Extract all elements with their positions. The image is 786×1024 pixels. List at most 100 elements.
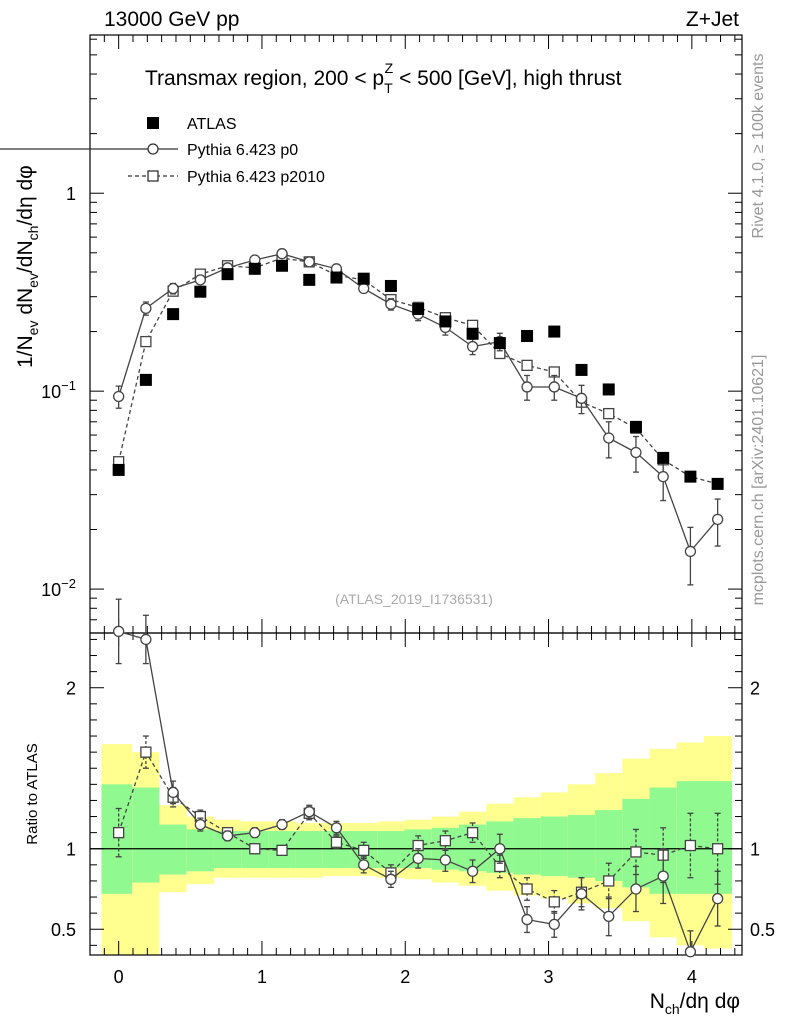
legend-p0-label: Pythia 6.423 p0 [187,142,298,159]
main-p0-point [466,340,479,353]
legend-p2010-marker [147,170,159,182]
ratio-p0-point [439,854,452,866]
collision-energy-label: 13000 GeV pp [104,8,239,31]
ratio-y-tick-label: 0.5 [51,920,76,940]
x-tick-label: 2 [400,967,410,987]
ratio-p0-point [657,870,669,882]
ratio-p2010-point [521,883,533,895]
x-tick-label: 4 [687,967,697,987]
main-p2010-point [140,335,152,348]
plot-title-text: Transmax region, 200 < p [145,67,384,90]
main-p0-point [521,381,533,393]
main-y-axis-title-sub2: ev [25,273,41,288]
main-y-axis-title-part2: dN [14,288,37,321]
main-atlas-point [139,373,152,386]
main-panel-data [112,248,724,586]
main-p0-point [358,282,370,295]
ratio-p0-point [412,852,424,865]
ratio-y-tick-label: 2 [66,679,76,699]
main-atlas-point [357,272,370,285]
ratio-stat-uncertainty-bin [132,787,160,883]
main-atlas-point [657,451,670,464]
ratio-p0-point [630,883,642,895]
ratio-p0-point [603,910,615,923]
main-p0-point [630,446,642,459]
main-y-axis-title-sub1: ev [25,321,41,336]
legend-atlas-label: ATLAS [187,116,237,133]
ratio-p2010-point [684,839,697,852]
ratio-plot-frame [89,632,743,956]
main-atlas-point [248,262,261,275]
rivet-version-label: Rivet 4.1.0, ≥ 100k events [750,54,767,239]
ratio-stat-uncertainty-bin [540,816,568,877]
ratio-p0-point [684,946,697,958]
main-p0-point [140,302,152,315]
main-y-tick-label-exponent: −2 [61,576,76,591]
ratio-stat-uncertainty-bin [567,814,596,878]
main-atlas-point [439,315,452,328]
x-axis-title-rest: /dη dφ [680,990,740,1013]
main-p0-point [684,545,697,558]
ratio-p0-point [249,826,261,839]
ratio-y-tick-label-right: 2 [750,679,760,699]
main-atlas-point [629,420,642,433]
main-p0-line [118,253,719,553]
main-p0-point [385,298,397,310]
main-y-tick-label-base: 10 [41,580,61,600]
ratio-p0-point [466,865,479,877]
ratio-p2010-point [140,746,152,758]
main-y-tick-label: 10−2 [41,576,76,600]
ratio-stat-uncertainty-bin [676,781,705,894]
ratio-stat-uncertainty-bin [186,829,214,872]
ratio-p2010-point [711,843,724,855]
main-p0-point [575,392,588,404]
main-atlas-point [493,337,506,350]
ratio-stat-uncertainty-bin [513,818,541,875]
x-tick-label: 1 [257,967,267,987]
main-p0-point [711,513,724,526]
ratio-p2010-point [603,875,615,887]
main-p0-point [194,274,206,286]
main-y-tick-label-exponent: −1 [61,378,76,393]
main-atlas-point [112,463,125,476]
main-atlas-point [330,271,343,284]
main-p2010-point [603,407,615,420]
main-atlas-point [303,273,316,286]
ratio-y-tick-label-right: 0.5 [750,920,775,940]
main-p0-point [603,432,615,444]
legend-p2010-label: Pythia 6.423 p2010 [187,169,325,186]
ratio-p0-point [167,786,179,799]
ratio-stat-uncertainty-bin [101,784,133,894]
ratio-p0-point [221,830,234,842]
main-y-axis-title-part4: /dη dφ [14,165,37,225]
ratio-p0-point [494,843,506,855]
main-p0-point [113,390,125,403]
x-tick-label: 3 [544,967,554,987]
ratio-y-axis-title: Ratio to ATLAS [24,743,41,844]
main-atlas-point [384,279,397,292]
ratio-p0-point [548,918,560,931]
main-atlas-point [194,285,207,298]
ratio-panel-data [113,598,724,958]
analysis-watermark: (ATLAS_2019_I1736531) [335,591,493,607]
main-p0-point [167,282,179,295]
main-p0-point [657,470,669,483]
main-y-axis-title-sub3: ch [25,226,41,241]
main-atlas-point [412,303,425,316]
main-y-tick-label: 10−1 [41,378,76,402]
ratio-p2010-point [358,844,370,856]
ratio-p2010-point [439,835,452,847]
ratio-axis-ticks: 0 1 2 3 4 0.5 0.5 1 1 2 2 [51,633,775,987]
ratio-p0-point [358,859,370,871]
ratio-p0-point [330,822,343,834]
plot-title: Transmax region, 200 < pTZ < 500 [GeV], … [145,60,622,96]
main-axis-ticks: 10−210−11 [41,35,742,634]
ratio-p2010-point [113,826,125,839]
ratio-p0-point [575,888,588,900]
main-atlas-point [548,325,561,338]
ratio-p2010-point [548,896,560,908]
legend: ATLAS Pythia 6.423 p0 Pythia 6.423 p2010 [0,116,325,186]
ratio-p0-point [521,913,533,926]
main-atlas-point [521,329,534,342]
